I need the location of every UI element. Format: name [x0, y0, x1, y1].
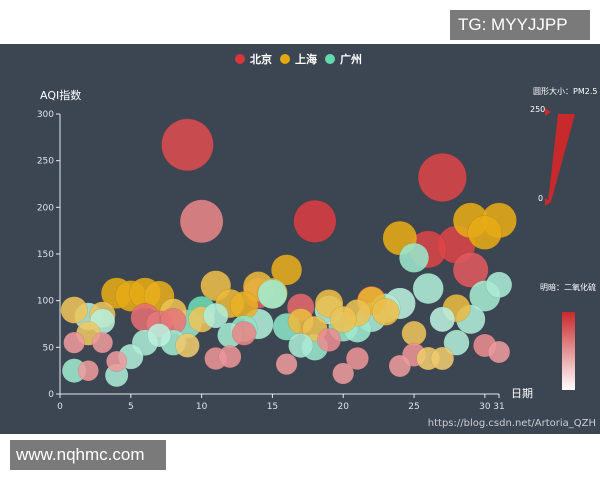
bubble-series-0: [91, 332, 114, 354]
x-tick-label: 30: [479, 402, 491, 412]
size-legend-handle-top: [545, 108, 551, 116]
legend-marker-0[interactable]: [235, 54, 245, 64]
bubble-series-0: [417, 152, 467, 202]
bubble-series-1: [371, 298, 400, 326]
bubble-series-1: [401, 320, 427, 346]
x-tick-label: 5: [128, 402, 134, 412]
source-url: https://blog.csdn.net/Artoria_QZH: [428, 418, 596, 429]
bubble-series-2: [429, 306, 456, 333]
series-legend[interactable]: 北京 上海 广州: [235, 52, 362, 66]
visual-map-legends[interactable]: 圆形大小：PM2.5 250 0 明暗：二氧化硫: [530, 86, 597, 390]
bubble-series-0: [179, 199, 224, 244]
bubble-series-0: [388, 354, 412, 378]
bubble-series-2: [288, 332, 314, 358]
chart-panel: 0 50 100 150 200 250 300 0 5 10 15 20 25 30 31 AQI指数 日期 …: [0, 44, 600, 434]
y-tick-label: 250: [37, 157, 54, 167]
bubble-series-1: [229, 291, 259, 320]
y-axis-title: AQI指数: [40, 88, 81, 102]
bubble-series-0: [218, 345, 242, 369]
y-tick-label: 50: [43, 343, 55, 353]
legend-label-1[interactable]: 上海: [295, 52, 317, 66]
bubble-series-0: [161, 118, 214, 172]
bubble-series-2: [443, 329, 470, 356]
bubble-series-1: [60, 296, 88, 324]
bubble-series-1: [467, 215, 503, 250]
x-tick-label: 10: [196, 402, 208, 412]
bubble-series-0: [77, 360, 99, 382]
bubble-series-1: [175, 333, 200, 358]
bubble-series-0: [332, 362, 355, 385]
bubble-series-1: [271, 254, 303, 286]
bubble-series-0: [275, 353, 298, 376]
bubble-series-0: [293, 199, 337, 243]
x-axis-title: 日期: [511, 387, 533, 400]
color-legend-title: 明暗：二氧化硫: [540, 282, 596, 292]
y-tick-label: 150: [37, 250, 54, 260]
legend-label-2[interactable]: 广州: [340, 52, 362, 66]
y-tick-label: 300: [37, 110, 54, 120]
x-tick-label: 15: [267, 402, 278, 412]
size-legend-title: 圆形大小：PM2.5: [533, 86, 597, 96]
bubble-series-0: [231, 321, 257, 346]
bubble-series-0: [345, 347, 369, 371]
bubble-series-0: [452, 252, 489, 288]
x-tick-label: 20: [337, 402, 349, 412]
size-legend-handle-bottom: [545, 198, 551, 206]
bubble-series-2: [257, 279, 288, 309]
bubble-series-0: [487, 340, 511, 364]
y-tick-label: 200: [37, 203, 54, 213]
bubble-series-0: [63, 331, 86, 354]
legend-marker-2[interactable]: [325, 54, 335, 64]
bubble-layer: [60, 118, 517, 388]
watermark-bottom: www.nqhmc.com: [10, 440, 166, 470]
bubble-series-2: [399, 242, 430, 273]
bubble-series-2: [147, 323, 172, 348]
size-legend-min: 0: [538, 194, 543, 203]
bubble-series-0: [317, 327, 342, 352]
bubble-series-1: [430, 346, 455, 371]
bubble-series-0: [106, 350, 128, 372]
legend-label-0[interactable]: 北京: [250, 52, 272, 66]
y-tick-label: 0: [48, 390, 54, 400]
size-legend-triangle[interactable]: [548, 114, 575, 202]
x-tick-label: 31: [493, 402, 504, 412]
x-tick-label: 0: [57, 402, 63, 412]
x-tick-label: 25: [408, 402, 419, 412]
legend-marker-1[interactable]: [280, 54, 290, 64]
color-legend-bar[interactable]: [562, 312, 575, 390]
watermark-top: TG: MYYJJPP: [450, 10, 590, 40]
bubble-series-1: [329, 305, 357, 333]
bubble-series-2: [485, 271, 513, 299]
bubble-series-2: [203, 302, 229, 329]
bubble-series-2: [412, 272, 444, 305]
size-legend-max: 250: [530, 105, 545, 114]
y-tick-label: 100: [37, 297, 54, 307]
